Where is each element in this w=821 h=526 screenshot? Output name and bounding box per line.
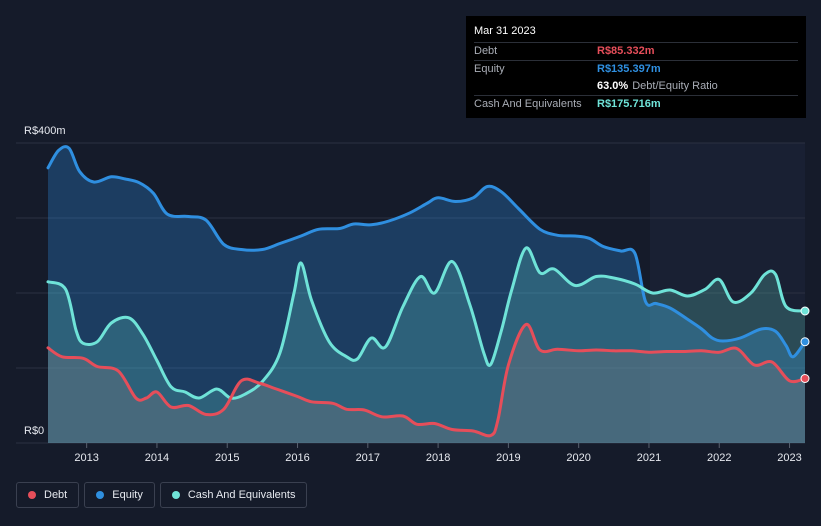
legend-cash-label: Cash And Equivalents <box>187 489 296 501</box>
area-debt <box>48 324 805 443</box>
endpoint-debt <box>800 374 810 383</box>
tooltip-cash-value: R$175.716m <box>597 98 661 110</box>
x-tick-label-2014: 2014 <box>145 452 169 464</box>
tooltip-row-cash: Cash And Equivalents R$175.716m <box>474 95 798 113</box>
endpoint-equity <box>800 337 810 347</box>
tooltip-ratio-value: 63.0% <box>597 80 629 92</box>
x-tick-label-2018: 2018 <box>426 452 450 464</box>
chart-areas <box>48 146 805 443</box>
x-tick-label-2019: 2019 <box>496 452 520 464</box>
x-tick-label-2013: 2013 <box>74 452 98 464</box>
line-equity <box>46 145 807 359</box>
tooltip-row-ratio: 63.0% Debt/Equity Ratio <box>474 78 798 95</box>
legend-cash-dot-icon <box>171 491 180 499</box>
tooltip-equity-label: Equity <box>474 63 505 75</box>
chart-tooltip: Mar 31 2023 Debt R$85.332m Equity R$135.… <box>466 16 806 118</box>
x-tick-label-2023: 2023 <box>777 452 801 464</box>
series-endpoints <box>800 306 810 383</box>
tooltip-ratio-label: Debt/Equity Ratio <box>632 80 718 92</box>
tooltip-ratio-spacer <box>474 78 597 95</box>
x-axis-ticks: 2013 2014 2015 2016 2017 2018 2019 2020 2021 2022… <box>74 443 802 464</box>
tooltip-row-debt: Debt R$85.332m <box>474 42 798 60</box>
x-tick-label-2016: 2016 <box>285 452 309 464</box>
legend-item-debt[interactable]: Debt <box>16 482 80 508</box>
tooltip-cash-label: Cash And Equivalents <box>474 98 582 110</box>
tooltip-debt-label: Debt <box>474 45 498 57</box>
x-tick-label-2021: 2021 <box>637 452 661 464</box>
tooltip-debt-value: R$85.332m <box>597 45 655 57</box>
area-cash-and-equivalents <box>48 247 805 443</box>
legend-debt-dot-icon <box>28 491 36 499</box>
chart-legend: Debt Equity Cash And Equivalents <box>16 482 308 508</box>
legend-equity-label: Equity <box>112 489 143 501</box>
endpoint-cash-and-equivalents <box>800 306 810 316</box>
x-tick-label-2017: 2017 <box>356 452 380 464</box>
x-tick-label-2020: 2020 <box>566 452 590 464</box>
tooltip-row-equity: Equity R$135.397m <box>474 60 798 78</box>
legend-equity-dot-icon <box>96 491 105 499</box>
y-axis-top-label: R$400m <box>24 125 66 137</box>
line-debt <box>46 323 807 438</box>
line-cash-and-equivalents <box>46 246 807 400</box>
tooltip-equity-value: R$135.397m <box>597 63 661 75</box>
x-tick-label-2022: 2022 <box>707 452 731 464</box>
legend-debt-label: Debt <box>44 489 68 501</box>
legend-item-cash[interactable]: Cash And Equivalents <box>159 482 308 508</box>
area-equity <box>48 146 805 443</box>
chart-lines <box>46 145 807 438</box>
y-axis-bottom-label: R$0 <box>24 425 45 437</box>
x-tick-label-2015: 2015 <box>215 452 239 464</box>
legend-item-equity[interactable]: Equity <box>84 482 155 508</box>
tooltip-date: Mar 31 2023 <box>474 25 536 37</box>
